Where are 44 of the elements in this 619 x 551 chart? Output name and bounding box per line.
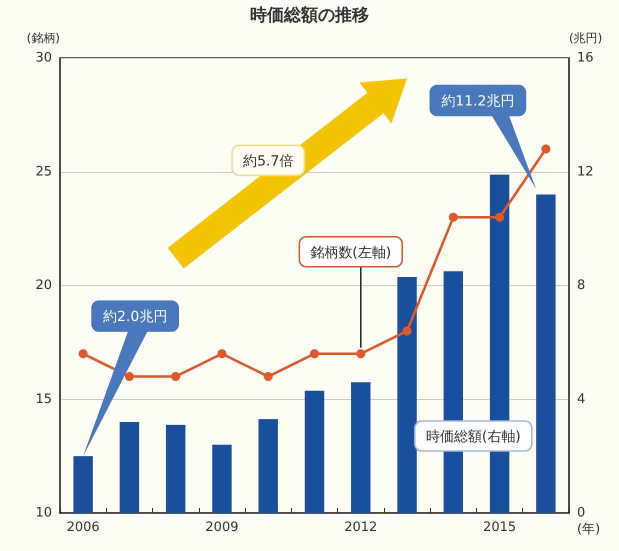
y-tick-label: 25 [35, 164, 52, 180]
bar [304, 390, 324, 513]
annotation: 約5.7倍 [243, 153, 294, 170]
bar [536, 194, 556, 513]
speech-bubble: 約11.2兆円 [430, 84, 536, 188]
y2-tick-label: 4 [577, 392, 586, 407]
y-tick-label: 20 [35, 278, 52, 293]
y-axis-title: (銘柄) [26, 31, 60, 45]
text: 銘柄数(左軸) [310, 244, 392, 261]
point [402, 326, 412, 336]
y2-tick-label: 8 [577, 278, 586, 293]
bar [351, 382, 370, 513]
point [78, 349, 88, 358]
point [124, 372, 134, 381]
y-tick-label: 30 [35, 50, 52, 66]
y-tick-label: 10 [35, 506, 52, 520]
x-tick-label: 2009 [205, 520, 238, 535]
x-tick-label: 2012 [344, 520, 378, 535]
chart-title: 時価総額の推移 [250, 6, 369, 26]
point [264, 372, 273, 381]
bar [397, 276, 417, 513]
y2-tick-label: 12 [577, 164, 594, 180]
point [171, 372, 180, 381]
y2-tick-label: 16 [577, 50, 594, 66]
bar [73, 456, 93, 513]
point [448, 212, 458, 222]
point [495, 212, 504, 222]
x-axis-title: (年) [577, 522, 600, 537]
x-tick-label: 2015 [483, 520, 516, 535]
bar [212, 444, 232, 513]
point [217, 349, 226, 358]
y2-axis-title: (兆円) [569, 31, 602, 45]
series-label: 時価総額(右軸) [426, 429, 521, 445]
y-tick-label: 15 [35, 392, 52, 407]
bar [258, 419, 278, 513]
annotation: 約2.0兆円 [103, 309, 168, 326]
bar [166, 424, 186, 513]
point [310, 349, 319, 358]
x-tick-label: 2006 [66, 520, 100, 535]
point [541, 144, 550, 154]
bar [120, 422, 140, 513]
point [356, 349, 366, 358]
y2-tick-label: 0 [577, 506, 586, 520]
annotation: 約11.2兆円 [441, 94, 514, 110]
